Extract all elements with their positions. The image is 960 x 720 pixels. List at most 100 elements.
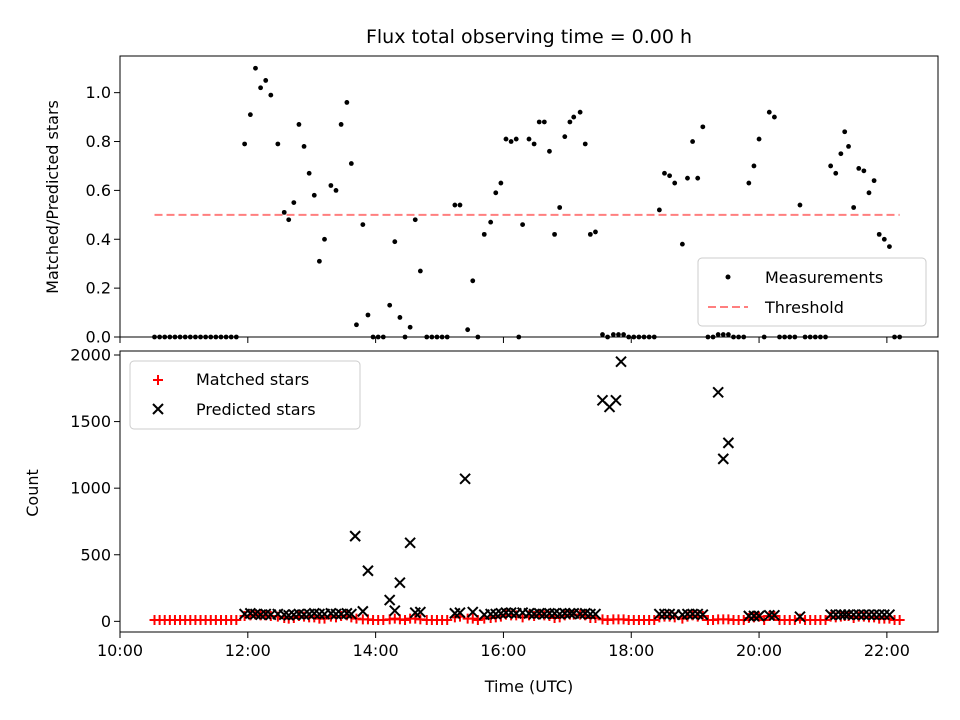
measurement-point [667, 173, 672, 179]
measurement-point [412, 217, 418, 223]
matched-stars-point [649, 615, 660, 626]
top-plot-frame [119, 55, 939, 338]
measurement-point [281, 209, 287, 215]
legend-predicted-label: Predicted stars [196, 400, 316, 419]
bottom-legend-box [129, 360, 361, 430]
measurement-point [360, 222, 366, 228]
x-axis-label: Time (UTC) [484, 677, 573, 696]
top-panel: Flux total observing time = 0.00 h Match… [43, 26, 939, 347]
predicted-stars-point [615, 355, 627, 368]
measurement-point [690, 139, 695, 144]
measurement-point [503, 136, 509, 142]
measurement-point [887, 244, 892, 249]
measurement-point [797, 202, 803, 208]
measurement-point [242, 141, 248, 147]
measurement-point [838, 151, 844, 157]
predicted-stars-point [697, 608, 709, 621]
predicted-stars-point [357, 605, 369, 618]
measurement-point [457, 202, 463, 208]
measurement-point [253, 65, 258, 71]
predicted-stars-point [459, 473, 471, 485]
measurement-point [513, 136, 519, 142]
matched-stars-point [442, 615, 453, 626]
measurement-point [392, 239, 398, 245]
measurement-point [587, 231, 593, 237]
x-tick-label: 12:00 [225, 641, 271, 660]
top-y-tick-label: 0.8 [86, 132, 111, 151]
matched-stars-point [820, 615, 831, 626]
measurement-point [577, 109, 583, 115]
bottom-legend: Matched stars Predicted stars [129, 360, 361, 430]
matched-stars-point [894, 615, 905, 626]
measurement-point [488, 219, 494, 225]
measurement-point [322, 236, 327, 242]
predicted-stars-point [484, 608, 497, 620]
predicted-stars-point [794, 610, 806, 623]
measurement-point [766, 109, 772, 115]
x-tick-label: 10:00 [97, 641, 143, 660]
measurement-point [316, 258, 322, 264]
predicted-stars-point [686, 608, 699, 620]
bottom-y-tick-label: 0 [101, 612, 111, 631]
measurement-point [662, 170, 667, 176]
measurement-point [268, 92, 274, 98]
measurement-point [547, 148, 552, 154]
measurement-point [344, 100, 350, 105]
measurement-point [286, 217, 292, 223]
measurement-point [562, 134, 568, 140]
matched-stars-point [231, 615, 242, 626]
predicted-stars-point [878, 608, 891, 621]
predicted-stars-point [313, 608, 326, 620]
measurement-point [679, 241, 685, 247]
measurement-point [861, 168, 867, 174]
measurement-point [258, 85, 263, 91]
bottom-data-marks [149, 355, 905, 626]
x-tick-label: 22:00 [864, 641, 910, 660]
predicted-stars-point [868, 608, 880, 621]
predicted-stars-point [853, 608, 865, 621]
measurement-point [621, 332, 626, 337]
predicted-stars-point [383, 594, 396, 606]
matched-stars-point [794, 613, 805, 624]
measurement-point [333, 187, 339, 193]
measurement-point [526, 136, 532, 142]
measurement-point [725, 332, 731, 337]
predicted-stars-point [389, 604, 401, 617]
top-legend-box [697, 257, 927, 327]
predicted-stars-point [394, 577, 406, 589]
measurement-point [387, 302, 393, 308]
measurement-point [656, 207, 662, 213]
predicted-stars-point [717, 453, 729, 465]
matched-stars-point [400, 615, 411, 626]
predicted-stars-point [564, 607, 576, 620]
x-tick-label: 18:00 [608, 641, 654, 660]
measurement-point [354, 322, 359, 328]
measurement-point [833, 170, 839, 176]
measurement-point [493, 190, 499, 196]
bottom-y-axis-label: Count [23, 469, 42, 517]
predicted-stars-point [584, 608, 597, 620]
legend-measurements-label: Measurements [765, 268, 883, 287]
bottom-y-ticks: 0 500 1000 1500 2000 [70, 345, 120, 631]
top-y-axis-label: Matched/Predicted stars [43, 100, 62, 294]
predicted-stars-point [863, 608, 875, 621]
measurement-point [531, 141, 537, 147]
predicted-stars-point [653, 608, 666, 620]
predicted-stars-point [743, 610, 755, 622]
legend-predicted-marker [152, 403, 164, 415]
measurement-point [866, 190, 872, 196]
top-legend: Measurements Threshold [697, 257, 927, 327]
bottom-y-tick-label: 2000 [70, 345, 111, 364]
top-y-tick-label: 0.4 [86, 230, 111, 249]
measurement-point [557, 205, 563, 210]
measurement-point [772, 114, 777, 120]
bottom-y-tick-label: 500 [80, 545, 111, 564]
predicted-stars-point [362, 565, 374, 577]
measurement-point [498, 180, 504, 186]
predicted-stars-point [830, 608, 842, 621]
predicted-stars-point [658, 608, 671, 620]
measurement-point [610, 332, 616, 337]
legend-measurements-marker [725, 274, 731, 280]
